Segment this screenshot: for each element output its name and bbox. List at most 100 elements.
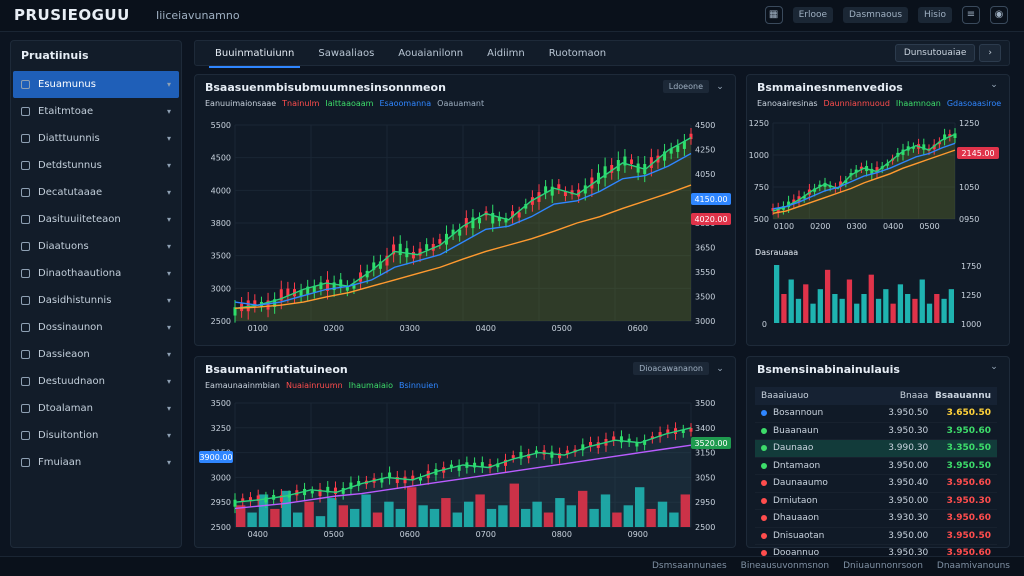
tab-1[interactable]: Sawaaliaos [318, 47, 375, 59]
row-change: 3.950.30 [946, 495, 992, 506]
candle-body [596, 442, 600, 448]
col-header-change[interactable]: Bsaauannu [934, 391, 992, 401]
volume-bar [832, 294, 838, 323]
candle-body [823, 182, 827, 187]
candle-body [497, 216, 501, 222]
sidebar-item-label: Dasidhistunnis [38, 295, 112, 306]
main-chart-chip[interactable]: Ldoeone [662, 80, 709, 93]
price-tag-blue [199, 451, 233, 463]
top-chip-0[interactable]: Erlooe [792, 7, 833, 23]
sidebar-item-5[interactable]: Dasituuiiteteaon ▾ [13, 206, 179, 233]
candle-body [612, 436, 616, 441]
row-change: 3.950.60 [946, 478, 992, 489]
row-name-cell: Buaanaun [761, 426, 866, 436]
volume-bar [600, 494, 611, 527]
bottom-chart-chip[interactable]: Dioacawananon [633, 362, 709, 375]
volume-bar [646, 508, 656, 527]
tab-2[interactable]: Aouaianilonn [398, 47, 464, 59]
sidebar-item-4[interactable]: Decatutaaae ▾ [13, 179, 179, 206]
tab-4[interactable]: Ruotomaon [548, 47, 607, 59]
volume-bar [372, 512, 383, 527]
sidebar-item-9[interactable]: Dossinaunon ▾ [13, 314, 179, 341]
tab-3[interactable]: Aidiimn [487, 47, 525, 59]
table-row[interactable]: Drniutaon 3.950.00 3.950.30 [755, 493, 997, 510]
status-dot-icon [761, 427, 767, 434]
volume-bar [475, 494, 485, 527]
candle-body [318, 489, 322, 497]
table-row[interactable]: Dnisuaotan 3.950.00 3.950.50 [755, 528, 997, 545]
status-item-2: Dniuaunnonrsoon [843, 561, 923, 571]
sidebar-item-6[interactable]: Diaatuons ▾ [13, 233, 179, 260]
col-header-price[interactable]: Bnaaa [899, 391, 929, 401]
sidebar-item-8[interactable]: Dasidhistunnis ▾ [13, 287, 179, 314]
folder-icon [21, 107, 30, 116]
main-chart-legend: Eanuuimaionsaae Tnainulm Iaittaaoaam Esaoom… [205, 99, 484, 108]
candle-body [681, 429, 685, 434]
y-tick-label-right: 0950 [959, 215, 979, 224]
candle-body [550, 186, 554, 196]
row-name-cell: Drniutaon [761, 496, 866, 506]
col-header-name[interactable]: Baaaiuauo [761, 391, 809, 401]
table-row[interactable]: Buaanaun 3.950.30 3.950.60 [755, 423, 997, 440]
row-change: 3.950.60 [946, 548, 992, 559]
sidebar-item-label: Dossinaunon [38, 322, 103, 333]
tab-action-button[interactable]: Dunsutouaiae [894, 44, 976, 62]
chevron-down-icon[interactable]: ⌄ [990, 80, 998, 90]
volume-bar [854, 303, 860, 323]
candle-body [511, 211, 515, 218]
sidebar-item-0[interactable]: Esuamunus ▾ [13, 71, 179, 98]
chevron-down-icon[interactable]: ⌄ [716, 81, 724, 92]
chevron-down-icon[interactable]: ⌄ [716, 363, 724, 374]
table-row[interactable]: Dhauaaon 3.930.30 3.950.60 [755, 510, 997, 528]
candle-body [922, 144, 926, 150]
sidebar-item-10[interactable]: Dassieaon ▾ [13, 341, 179, 368]
sidebar-item-label: Dinaothaautiona [38, 268, 122, 279]
menu-icon[interactable]: ≡ [962, 6, 980, 24]
series-line [234, 184, 692, 310]
candle-body [253, 300, 257, 307]
sidebar-item-12[interactable]: Dtoalaman ▾ [13, 395, 179, 422]
sidebar-item-label: Dtoalaman [38, 403, 93, 414]
price-tag-red [957, 147, 999, 159]
candle-body [650, 436, 654, 440]
table-row[interactable]: Daunaao 3.990.30 3.350.50 [755, 440, 997, 458]
x-tick-label: 0500 [552, 324, 572, 333]
candle-body [457, 465, 461, 471]
top-chip-1[interactable]: Dasmnaous [843, 7, 909, 23]
status-dot-icon [761, 515, 767, 522]
chevron-down-icon[interactable]: ⌄ [990, 362, 998, 372]
x-tick-label: 0400 [248, 530, 268, 539]
sidebar-item-14[interactable]: Fmuiaan ▾ [13, 449, 179, 476]
candle-body [630, 159, 634, 164]
sidebar-item-label: Esuamunus [38, 79, 96, 90]
watchlist-header: Baaaiuauo Bnaaa Bsaauannu [755, 387, 997, 405]
row-price: 3.950.00 [888, 460, 929, 471]
volume-bar [441, 498, 451, 527]
top-chip-2[interactable]: Hisio [918, 7, 952, 23]
grid-icon[interactable]: ▦ [764, 6, 783, 24]
volume-bar [464, 501, 474, 527]
candle-body [504, 459, 508, 466]
tab-0[interactable]: Buuinmatiuiunn [203, 44, 306, 68]
candle-body [859, 166, 863, 169]
sidebar-item-2[interactable]: Diatttuunnis ▾ [13, 125, 179, 152]
chevron-right-icon[interactable]: › [979, 44, 1001, 62]
candle-body [797, 196, 801, 202]
row-name: Buaanaun [773, 425, 819, 436]
volume-bar [795, 298, 802, 323]
table-row[interactable]: Dntamaon 3.950.00 3.950.50 [755, 458, 997, 475]
table-row[interactable]: Bosannoun 3.950.50 3.650.50 [755, 405, 997, 423]
sidebar-item-7[interactable]: Dinaothaautiona ▾ [13, 260, 179, 287]
sidebar-item-11[interactable]: Destuudnaon ▾ [13, 368, 179, 395]
candle-body [581, 444, 585, 451]
volume-bar [247, 512, 257, 527]
sidebar-item-1[interactable]: Etaitmtoae ▾ [13, 98, 179, 125]
user-icon[interactable]: ◉ [990, 6, 1008, 24]
table-row[interactable]: Daunaaumo 3.950.40 3.950.60 [755, 475, 997, 493]
sidebar-item-13[interactable]: Disuitontion ▾ [13, 422, 179, 449]
candle-body [496, 463, 500, 468]
row-price: 3.950.00 [888, 530, 929, 541]
y-tick-label-right: 3500 [695, 293, 715, 302]
sidebar-item-3[interactable]: Detdstunnus ▾ [13, 152, 179, 179]
status-item-1: Bineausuvonmsnon [740, 561, 830, 571]
